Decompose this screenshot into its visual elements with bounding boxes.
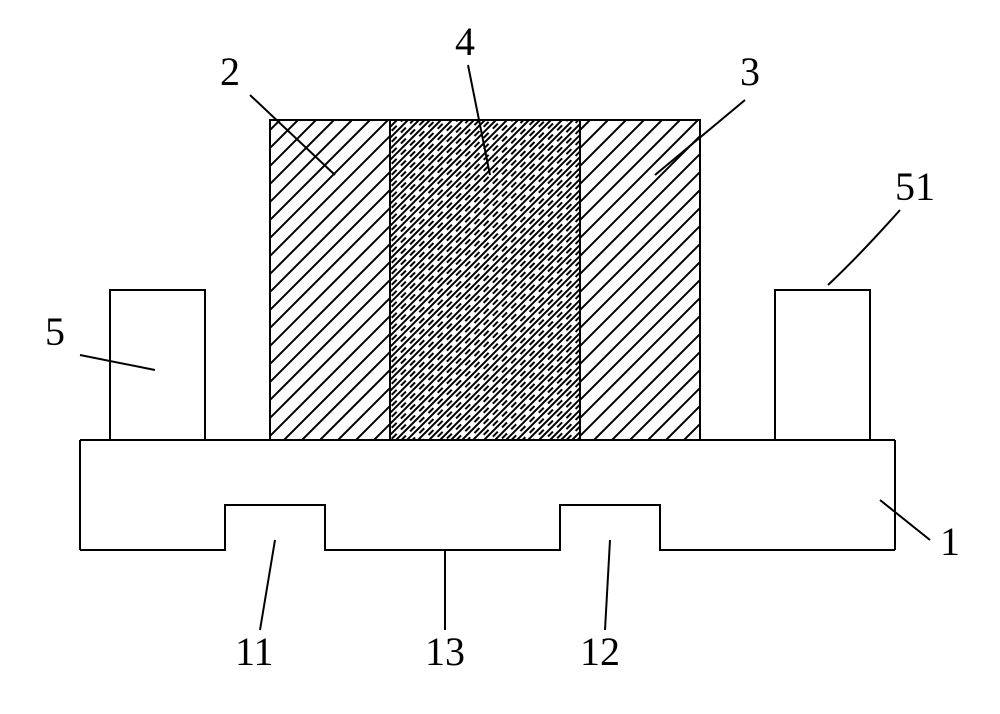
post-left (110, 290, 205, 440)
leader-l12 (605, 540, 610, 630)
base-bottom-profile (80, 505, 895, 550)
leader-l1 (880, 500, 930, 540)
hatch-region-3 (260, 0, 1000, 714)
label-l12: 12 (580, 629, 620, 674)
label-l51: 51 (895, 164, 935, 209)
label-l11: 11 (235, 629, 274, 674)
post-right (775, 290, 870, 440)
label-l13: 13 (425, 629, 465, 674)
hatch-region-2 (0, 0, 710, 714)
label-l2: 2 (220, 49, 240, 94)
leader-l51 (828, 210, 900, 285)
leader-l11 (260, 540, 275, 630)
leader-l2 (250, 95, 335, 175)
leader-l5 (80, 355, 155, 370)
label-l5: 5 (45, 309, 65, 354)
label-l1: 1 (940, 519, 960, 564)
label-l3: 3 (740, 49, 760, 94)
label-l4: 4 (455, 19, 475, 64)
